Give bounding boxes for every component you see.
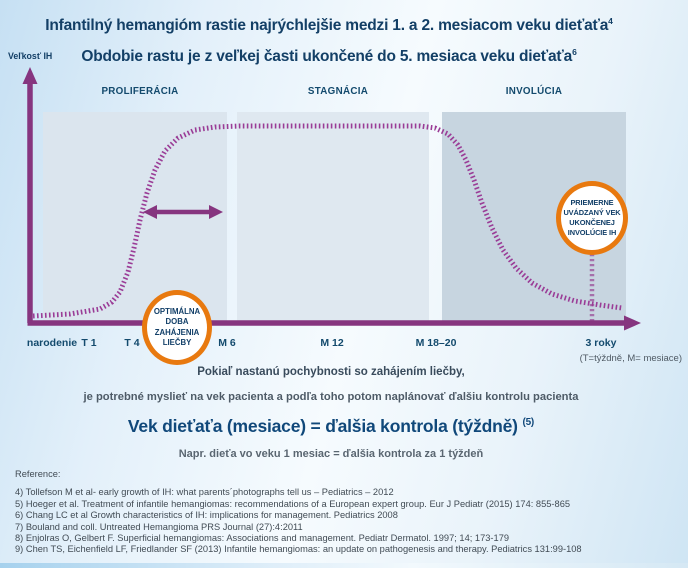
- callout-line: UKONČENEJ: [569, 218, 615, 227]
- doubt-text-line-2: je potrebné myslieť na vek pacienta a po…: [83, 391, 579, 403]
- title-ref-6: 6: [572, 47, 577, 58]
- doubt-text-line-1: Pokiaľ nastanú pochybnosti so zahájením …: [197, 366, 465, 378]
- chart-area: PROLIFERÁCIA STAGNÁCIA INVOLÚCIA narodenie…: [0, 60, 688, 365]
- reference-item: 7) Bouland and coll. Untreated Hemangiom…: [15, 521, 303, 532]
- formula-heading: Vek dieťaťa (mesiace) = ďalšia kontrola …: [0, 416, 662, 437]
- title-line-2: Obdobie rastu je z veľkej časti ukončené…: [0, 39, 658, 70]
- callout-line: UVÁDZANÝ VEK: [563, 207, 621, 217]
- treatment-window-arrow: [143, 205, 223, 219]
- formula-text: Vek dieťaťa (mesiace) = ďalšia kontrola …: [127, 416, 518, 436]
- x-axis-arrowhead-icon: [624, 315, 641, 331]
- phase-panel-proliferacia: [43, 112, 227, 321]
- callout-line: PRIEMERNE: [570, 197, 614, 207]
- title-line-1-text: Infantilný hemangióm rastie najrýchlejši…: [45, 17, 609, 35]
- references-section: Reference: 4) Tollefson M et al- early g…: [15, 469, 680, 556]
- formula-example: Napr. dieťa vo veku 1 mesiac = ďalšia ko…: [178, 448, 484, 460]
- phase-panel-stagnacia: [237, 112, 429, 321]
- callout-line: ZAHÁJENIA: [154, 327, 200, 337]
- reference-item: 6) Chang LC et al Growth characteristics…: [15, 510, 398, 521]
- reference-item: 4) Tollefson M et al- early growth of IH…: [15, 487, 394, 498]
- x-axis: [27, 315, 641, 331]
- y-axis: [22, 67, 38, 323]
- title-line-2-text: Obdobie rastu je z veľkej časti ukončené…: [81, 48, 573, 66]
- references-label: Reference:: [15, 469, 61, 479]
- title-ref-4: 4: [608, 16, 613, 26]
- y-axis-arrowhead-icon: [22, 67, 38, 84]
- formula-ref-5: (5): [522, 417, 535, 429]
- callout-line: INVOLÚCIE IH: [567, 228, 617, 238]
- arrow-right-head-icon: [209, 205, 223, 219]
- reference-list: 4) Tollefson M et al- early growth of IH…: [15, 487, 680, 555]
- reference-item: 9) Chen TS, Eichenfield LF, Friedlander …: [15, 544, 582, 555]
- reference-item: 5) Hoeger et al. Treatment of infantile …: [15, 498, 571, 509]
- involution-end-callout: PRIEMERNE UVÁDZANÝ VEK UKONČENEJ INVOLÚC…: [556, 181, 628, 255]
- bottom-accent-strip: [0, 563, 688, 568]
- callout-line: LIEČBY: [162, 337, 192, 347]
- arrow-left-head-icon: [143, 205, 157, 219]
- growth-curve: [32, 123, 623, 319]
- callout-line: OPTIMÁLNA: [153, 306, 201, 316]
- title-line-1: Infantilný hemangióm rastie najrýchlejši…: [0, 8, 658, 39]
- y-axis-label: Veľkosť IH: [8, 51, 53, 61]
- reference-item: 8) Enjolras O, Gelbert F. Superficial he…: [15, 533, 510, 544]
- treatment-window-callout: OPTIMÁLNA DOBA ZAHÁJENIA LIEČBY: [142, 290, 212, 365]
- page-title: Infantilný hemangióm rastie najrýchlejši…: [0, 8, 658, 70]
- callout-line: DOBA: [165, 317, 189, 327]
